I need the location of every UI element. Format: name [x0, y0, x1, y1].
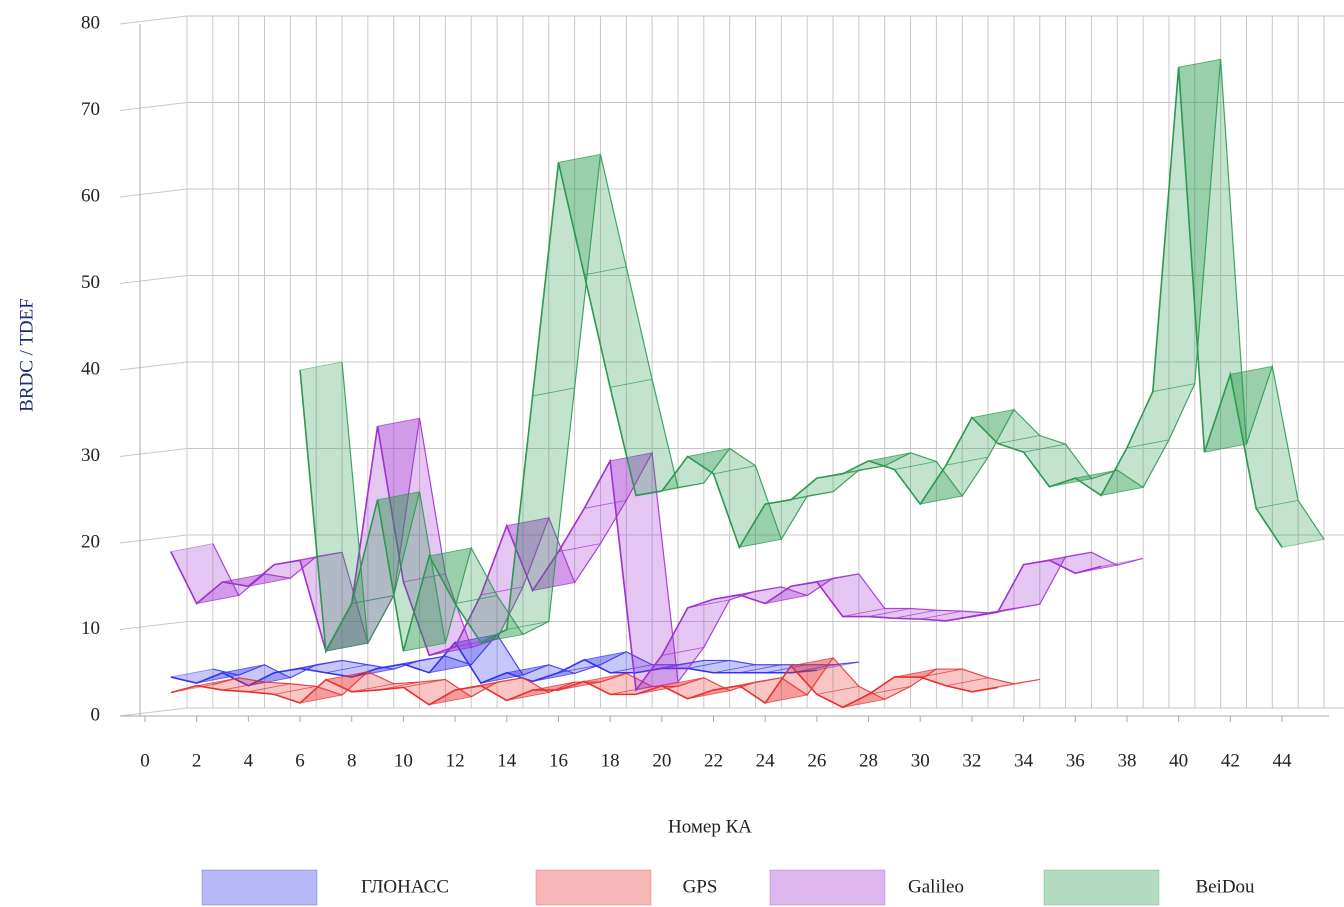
ribbon-segment [1048, 551, 1119, 574]
grid-line [119, 361, 188, 371]
y-tick-label: 30 [81, 445, 100, 466]
grid-line [119, 15, 188, 25]
grid-line [119, 534, 188, 544]
legend-swatch [201, 869, 318, 906]
y-tick-label: 60 [81, 185, 100, 206]
x-tick-label: 16 [549, 750, 568, 771]
grid-line [119, 188, 188, 198]
x-tick-label: 2 [192, 750, 202, 771]
x-tick-label: 32 [962, 750, 981, 771]
grid-line [119, 621, 188, 630]
x-tick-label: 36 [1066, 750, 1085, 771]
legend-label: GPS [683, 876, 718, 897]
y-tick-label: 0 [91, 704, 101, 725]
y-tick-label: 80 [81, 12, 100, 33]
x-tick-label: 0 [140, 750, 150, 771]
x-tick-label: 12 [446, 750, 465, 771]
x-tick-label: 44 [1273, 750, 1293, 771]
legend-swatch [1043, 869, 1160, 906]
x-tick-label: 18 [601, 750, 620, 771]
x-tick-label: 10 [394, 750, 413, 771]
legend-swatch [769, 869, 886, 906]
grid-line [119, 275, 188, 284]
legend-swatch [535, 869, 652, 906]
ribbon-back-edge [212, 656, 1040, 701]
grid-line [119, 707, 188, 717]
series-line [170, 664, 998, 709]
x-tick-label: 40 [1169, 750, 1188, 771]
ribbon-segment [583, 266, 653, 388]
x-tick-label: 22 [704, 750, 723, 771]
x-tick-label: 8 [347, 750, 357, 771]
x-tick-label: 20 [652, 750, 671, 771]
grid-line [119, 102, 188, 111]
x-tick-label: 28 [859, 750, 878, 771]
ribbon-segment [1126, 383, 1196, 449]
ribbon-segment [506, 387, 576, 630]
ribbon-segment [996, 556, 1067, 613]
x-tick-label: 30 [911, 750, 930, 771]
x-tick-label: 34 [1014, 750, 1034, 771]
x-tick-label: 42 [1221, 750, 1240, 771]
legend-label: ГЛОНАСС [361, 876, 449, 897]
grid-line [119, 448, 188, 457]
y-axis-label: BRDC / TDEF [16, 298, 37, 412]
ribbon-back-edge [212, 633, 859, 679]
legend-label: BeiDou [1195, 876, 1255, 897]
series-line [299, 67, 1283, 654]
y-tick-label: 40 [81, 358, 100, 379]
y-tick-label: 70 [81, 99, 100, 120]
y-tick-label: 20 [81, 531, 100, 552]
x-tick-label: 6 [295, 750, 305, 771]
y-tick-label: 10 [81, 618, 100, 639]
x-axis-label: Номер КА [668, 816, 752, 837]
x-tick-label: 14 [497, 750, 517, 771]
series-line [170, 641, 817, 687]
x-tick-label: 26 [807, 750, 826, 771]
ribbon-back-edge [341, 59, 1325, 646]
x-tick-label: 38 [1117, 750, 1136, 771]
x-tick-label: 24 [756, 750, 776, 771]
x-tick-label: 4 [244, 750, 254, 771]
legend-label: Galileo [908, 876, 964, 897]
y-tick-label: 50 [81, 272, 100, 293]
ribbon-segment [789, 469, 861, 501]
